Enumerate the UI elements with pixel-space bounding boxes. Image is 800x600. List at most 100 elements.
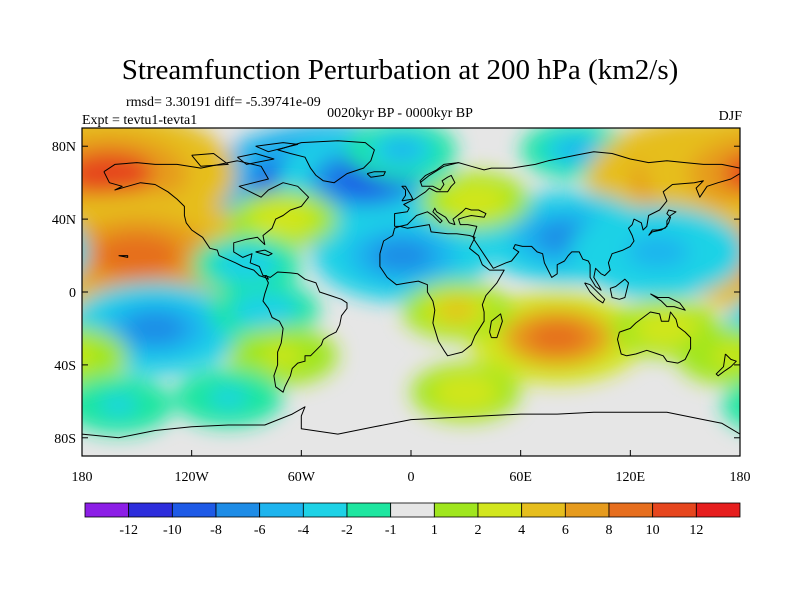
colorbar-swatch <box>171 502 217 518</box>
coastline-segment <box>262 271 348 393</box>
colorbar: -12 -10 -8 -6 -4 -2 -1 1 2 4 6 8 10 12 <box>84 502 741 538</box>
field-blob-11-2 <box>263 208 303 230</box>
coastlines <box>82 140 740 439</box>
coastline-segment <box>617 311 692 364</box>
coastline-segment <box>366 171 386 178</box>
x-tick-label: 180 <box>730 470 751 485</box>
field-blob-2-2 <box>382 139 421 161</box>
field-blob-3-2 <box>556 139 595 161</box>
coastline-segment <box>584 282 606 304</box>
field-blob-wrap-21-2 <box>82 346 92 365</box>
x-tick-label: 120W <box>175 470 210 485</box>
field-blob-16-2 <box>437 299 476 321</box>
field-blob-8-2 <box>626 235 689 269</box>
colorbar-swatch <box>259 502 304 518</box>
y-tick-label: 80S <box>54 432 76 447</box>
colorbar-swatch <box>652 502 697 518</box>
coastline-segment <box>650 293 686 311</box>
coastline-segment <box>648 209 677 236</box>
colorbar-label: -8 <box>210 523 222 538</box>
field-blob-wrap-5-2 <box>723 156 740 191</box>
x-tick-label: 60E <box>509 470 532 485</box>
coastline-segment <box>277 140 375 184</box>
y-tick-label: 0 <box>69 286 76 301</box>
field-blob-9-2 <box>370 239 433 272</box>
coastline-segment <box>394 151 740 227</box>
colorbar-swatch <box>521 502 566 518</box>
coastline-segment <box>255 249 273 257</box>
field-blob-12-2 <box>227 254 266 275</box>
colorbar-swatch <box>433 502 479 518</box>
field-blob-15-2 <box>526 321 589 354</box>
field-blob-wrap-22-0 <box>721 383 740 427</box>
colorbar-label: -4 <box>297 523 309 538</box>
colorbar-swatch <box>302 502 348 518</box>
coastline-segment <box>237 153 275 165</box>
x-tick-label: 120E <box>616 470 646 485</box>
y-tick-label: 80N <box>52 140 76 155</box>
coastline-segment <box>118 255 129 258</box>
colorbar-swatch <box>84 502 130 518</box>
coastline-segment <box>82 406 740 439</box>
period-label: 0020kyr BP - 0000kyr BP <box>327 106 473 121</box>
colorbar-label: 6 <box>562 523 569 538</box>
field-blob-10-2 <box>455 190 495 212</box>
field-blob-6-2 <box>92 233 181 278</box>
colorbar-label: -6 <box>254 523 266 538</box>
colorbar-swatch <box>390 502 435 518</box>
field-blob-5-2 <box>82 151 154 196</box>
colorbar-swatch <box>695 502 741 518</box>
colorbar-label: 2 <box>475 523 482 538</box>
x-tick-label: 0 <box>408 470 415 485</box>
experiment-label: Expt = tevtu1-tevta1 <box>82 113 198 128</box>
coastline-segment <box>394 173 740 291</box>
season-label: DJF <box>718 109 742 124</box>
coastline-segment <box>715 353 737 377</box>
colorbar-label: 1 <box>431 523 438 538</box>
colorbar-swatch <box>608 502 654 518</box>
field-blob-18-2 <box>263 345 303 367</box>
colorbar-swatch <box>477 502 523 518</box>
field-blob-13-2 <box>124 312 187 345</box>
field-blob-wrap-5-1 <box>689 137 740 211</box>
y-axis: 80N 40N 0 40S 80S <box>52 140 740 447</box>
y-tick-label: 40S <box>54 359 76 374</box>
colorbar-label: 8 <box>606 523 613 538</box>
map-area <box>82 128 740 456</box>
field-blob-19-2 <box>209 387 248 408</box>
y-tick-label: 40N <box>52 213 76 228</box>
coastline-segment <box>419 162 459 184</box>
colorbar-label: -12 <box>119 523 138 538</box>
colorbar-label: -2 <box>341 523 353 538</box>
colorbar-swatch <box>215 502 261 518</box>
chart-title: Streamfunction Perturbation at 200 hPa (… <box>121 54 679 86</box>
coastline-segment <box>255 142 299 153</box>
colorbar-swatch <box>128 502 173 518</box>
perturbation-field <box>82 128 740 435</box>
colorbar-label: 12 <box>689 523 703 538</box>
colorbar-swatch <box>346 502 392 518</box>
colorbar-label: 4 <box>518 523 525 538</box>
coastline-segment <box>489 313 503 339</box>
colorbar-label: -10 <box>163 523 182 538</box>
field-blob-21-2 <box>711 345 740 367</box>
coastline-segment <box>609 278 629 300</box>
field-blob-wrap-8-0 <box>82 235 89 269</box>
coastline-segment <box>401 185 414 202</box>
coastline-segment <box>191 153 229 167</box>
coastline-segment <box>379 224 505 357</box>
stats-text: rmsd= 3.30191 diff= -5.39741e-09 <box>126 95 321 110</box>
colorbar-label: -1 <box>385 523 397 538</box>
x-axis: 180 120W 60W 0 60E 120E 180 <box>72 450 751 485</box>
coastline-segment <box>103 160 310 280</box>
colorbar-swatch <box>564 502 610 518</box>
colorbar-label: 10 <box>646 523 660 538</box>
field-blob-20-2 <box>647 318 687 339</box>
field-blob-wrap-21-1 <box>82 338 107 374</box>
field-blob-17-2 <box>446 381 485 403</box>
x-tick-label: 60W <box>288 470 316 485</box>
field-blob-22-2 <box>99 394 138 416</box>
x-tick-label: 180 <box>72 470 93 485</box>
field-blob-14-2 <box>245 299 284 321</box>
